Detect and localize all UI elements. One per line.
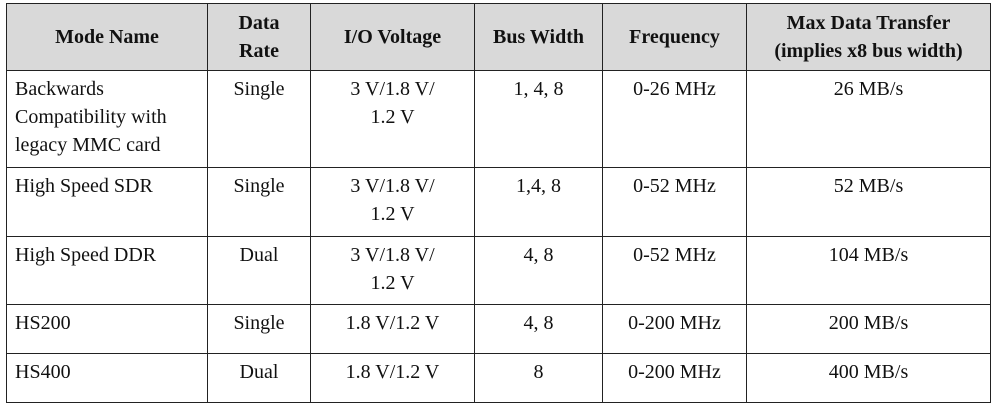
table-cell: 0-200 MHz	[602, 353, 747, 403]
header-cell: Bus Width	[474, 3, 603, 71]
table-cell: 1,4, 8	[474, 167, 603, 237]
table-row: HS400 Dual 1.8 V/1.2 V 8 0-200 MHz 400 MB/s	[6, 353, 991, 403]
table-body: Backwards Compatibility with legacy MMC …	[6, 70, 991, 403]
header-cell: Mode Name	[6, 3, 208, 71]
table-cell: 0-200 MHz	[602, 304, 747, 354]
table-cell: HS400	[6, 353, 208, 403]
header-cell: Frequency	[602, 3, 747, 71]
table-cell: Single	[207, 304, 311, 354]
table-cell: 1, 4, 8	[474, 70, 603, 168]
table-cell: 0-52 MHz	[602, 167, 747, 237]
table-cell: 3 V/1.8 V/ 1.2 V	[310, 167, 475, 237]
table-cell: 4, 8	[474, 304, 603, 354]
header-row: Mode Name Data Rate I/O Voltage Bus Width Fr…	[6, 3, 991, 71]
header-cell: Max Data Transfer (implies x8 bus width)	[746, 3, 991, 71]
table-row: High Speed SDR Single 3 V/1.8 V/ 1.2 V 1,4,…	[6, 167, 991, 237]
table-cell: 4, 8	[474, 236, 603, 305]
table-cell: 3 V/1.8 V/ 1.2 V	[310, 236, 475, 305]
table-cell: 3 V/1.8 V/ 1.2 V	[310, 70, 475, 168]
table-cell: Single	[207, 167, 311, 237]
header-cell: I/O Voltage	[310, 3, 475, 71]
table-cell: HS200	[6, 304, 208, 354]
table-cell: 0-52 MHz	[602, 236, 747, 305]
table-cell: 26 MB/s	[746, 70, 991, 168]
table-cell: Dual	[207, 353, 311, 403]
table-cell: Dual	[207, 236, 311, 305]
table-cell: 1.8 V/1.2 V	[310, 304, 475, 354]
table-cell: 1.8 V/1.2 V	[310, 353, 475, 403]
header-cell: Data Rate	[207, 3, 311, 71]
table-cell: 52 MB/s	[746, 167, 991, 237]
table-row: High Speed DDR Dual 3 V/1.8 V/ 1.2 V 4, 8 0-…	[6, 236, 991, 305]
table-cell: 0-26 MHz	[602, 70, 747, 168]
table-row: HS200 Single 1.8 V/1.2 V 4, 8 0-200 MHz 200 M…	[6, 304, 991, 354]
table-cell: 8	[474, 353, 603, 403]
table-cell: 200 MB/s	[746, 304, 991, 354]
bus-speed-table: Mode Name Data Rate I/O Voltage Bus Width Fr…	[6, 3, 991, 403]
table-cell: Backwards Compatibility with legacy MMC …	[6, 70, 208, 168]
table-row: Backwards Compatibility with legacy MMC …	[6, 70, 991, 168]
table-cell: High Speed SDR	[6, 167, 208, 237]
table-cell: 400 MB/s	[746, 353, 991, 403]
table-cell: High Speed DDR	[6, 236, 208, 305]
table-cell: 104 MB/s	[746, 236, 991, 305]
table-cell: Single	[207, 70, 311, 168]
